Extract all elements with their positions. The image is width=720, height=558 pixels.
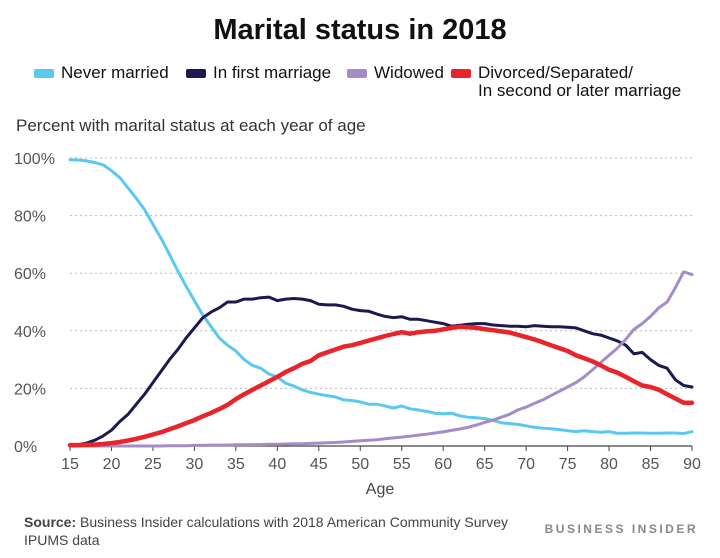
x-tick-label: 75 xyxy=(559,456,577,473)
x-axis-ticks: 15 20 25 30 35 40 45 50 55 60 65 70 75 80 85 90 xyxy=(61,446,701,473)
legend-label-widowed: Widowed xyxy=(374,63,444,82)
x-tick-label: 80 xyxy=(600,456,618,473)
series-line-widowed xyxy=(68,270,694,448)
legend: Never married In first marriage Widowed … xyxy=(34,64,714,108)
legend-swatch-widowed xyxy=(347,69,367,78)
y-tick-label: 100% xyxy=(14,151,55,168)
legend-item-first-marriage: In first marriage xyxy=(186,64,331,82)
x-tick-label: 20 xyxy=(103,456,121,473)
legend-item-divorced: Divorced/Separated/ In second or later m… xyxy=(451,64,681,100)
legend-swatch-never-married xyxy=(34,69,54,78)
x-tick-label: 60 xyxy=(434,456,452,473)
y-tick-label: 40% xyxy=(14,324,46,341)
legend-item-never-married: Never married xyxy=(34,64,169,82)
series-line-divorced xyxy=(67,324,695,448)
line-chart: 0% 20% 40% 60% 80% 100% 15 20 25 30 35 40 45 50 55 60 6… xyxy=(14,151,701,498)
x-tick-label: 55 xyxy=(393,456,411,473)
legend-label-first-marriage: In first marriage xyxy=(213,63,332,82)
x-axis-title: Age xyxy=(366,481,395,498)
y-axis-ticks: 0% 20% 40% 60% 80% 100% xyxy=(14,151,55,456)
legend-label-never-married: Never married xyxy=(61,63,169,82)
y-tick-label: 60% xyxy=(14,266,46,283)
series-line-first-marriage xyxy=(68,295,694,447)
x-tick-label: 50 xyxy=(351,456,369,473)
series-lines xyxy=(67,158,695,448)
x-tick-label: 25 xyxy=(144,456,162,473)
source-text: Business Insider calculations with 2018 … xyxy=(24,514,508,548)
y-tick-label: 20% xyxy=(14,381,46,398)
x-tick-label: 70 xyxy=(517,456,535,473)
x-tick-label: 85 xyxy=(642,456,660,473)
legend-label-divorced: Divorced/Separated/ In second or later m… xyxy=(478,63,682,100)
x-tick-label: 45 xyxy=(310,456,328,473)
x-tick-label: 65 xyxy=(476,456,494,473)
chart-subtitle: Percent with marital status at each year… xyxy=(16,116,366,135)
x-tick-label: 15 xyxy=(61,456,79,473)
x-tick-label: 40 xyxy=(268,456,286,473)
legend-item-widowed: Widowed xyxy=(347,64,444,82)
x-tick-label: 30 xyxy=(186,456,204,473)
chart-title: Marital status in 2018 xyxy=(213,14,507,46)
source-note: Source: Business Insider calculations wi… xyxy=(24,513,544,549)
grid xyxy=(70,157,692,447)
y-tick-label: 80% xyxy=(14,209,46,226)
series-line-never-married xyxy=(68,158,694,436)
legend-swatch-divorced xyxy=(451,69,471,78)
brand-logo: BUSINESS INSIDER xyxy=(544,522,698,536)
x-tick-label: 90 xyxy=(683,456,701,473)
x-tick-label: 35 xyxy=(227,456,245,473)
legend-swatch-first-marriage xyxy=(186,69,206,78)
y-tick-label: 0% xyxy=(14,439,37,456)
source-label: Source: xyxy=(24,514,77,530)
